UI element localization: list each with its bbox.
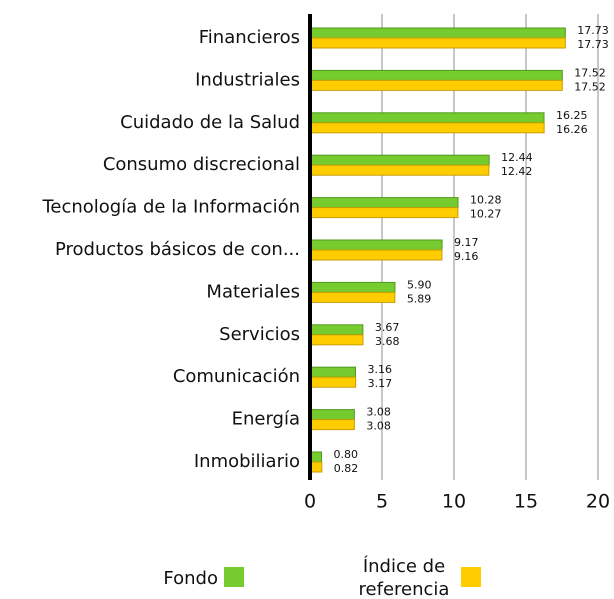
y-tick-label: Servicios [219,324,300,345]
y-tick-label: Energía [232,409,300,430]
value-label: 3.68 [375,335,400,348]
bar [309,419,355,431]
bar [309,239,443,251]
value-label: 16.25 [556,109,588,122]
value-label: 17.73 [577,24,609,37]
value-label: 12.42 [501,165,533,178]
value-label: 5.89 [407,292,432,305]
bar [309,366,357,378]
bar [309,376,357,388]
value-label: 10.27 [470,208,502,221]
y-tick-label: Tecnología de la Información [41,197,300,218]
value-label: 17.73 [577,38,609,51]
bar [309,112,545,124]
value-label: 10.28 [470,194,502,207]
value-label: 0.80 [334,448,359,461]
y-tick-label: Consumo discrecional [103,154,300,175]
bar [309,27,566,39]
bar [309,324,364,336]
y-tick-label: Financieros [199,27,300,48]
value-label: 3.67 [375,321,400,334]
bar [309,249,443,261]
value-label: 0.82 [334,462,359,475]
value-label: 12.44 [501,151,533,164]
legend-swatch [224,567,244,587]
y-tick-label: Cuidado de la Salud [120,112,300,133]
bar [309,207,459,219]
x-tick-label: 10 [442,491,466,513]
bar [309,164,490,176]
value-label: 3.16 [368,363,393,376]
value-label: 5.90 [407,278,432,291]
x-tick-label: 5 [376,491,388,513]
y-tick-label: Materiales [206,281,300,302]
legend-label: Índice de referencia [358,556,450,599]
bar [309,69,563,81]
value-label: 3.17 [368,377,393,390]
bar [309,281,396,293]
y-tick-label: Productos básicos de con... [55,239,300,260]
bar [309,409,355,421]
value-label: 3.08 [366,420,391,433]
value-label: 16.26 [556,123,588,136]
y-tick-label: Industriales [195,69,300,90]
y-tick-label: Inmobiliario [194,451,300,472]
x-tick-label: 0 [304,491,316,513]
value-label: 9.16 [454,250,479,263]
value-label: 17.52 [574,66,606,79]
x-tick-label: 20 [586,491,610,513]
legend-label: Fondo [163,568,218,589]
value-label: 3.08 [366,406,391,419]
x-tick-label: 15 [514,491,538,513]
bar [309,122,545,134]
bar [309,37,566,49]
bar [309,197,459,209]
value-label: 17.52 [574,80,606,93]
y-tick-label: Comunicación [173,366,300,387]
bar [309,79,563,91]
value-label: 9.17 [454,236,479,249]
bar [309,334,364,346]
bar [309,154,490,166]
legend-swatch [461,567,481,587]
bar [309,291,396,303]
